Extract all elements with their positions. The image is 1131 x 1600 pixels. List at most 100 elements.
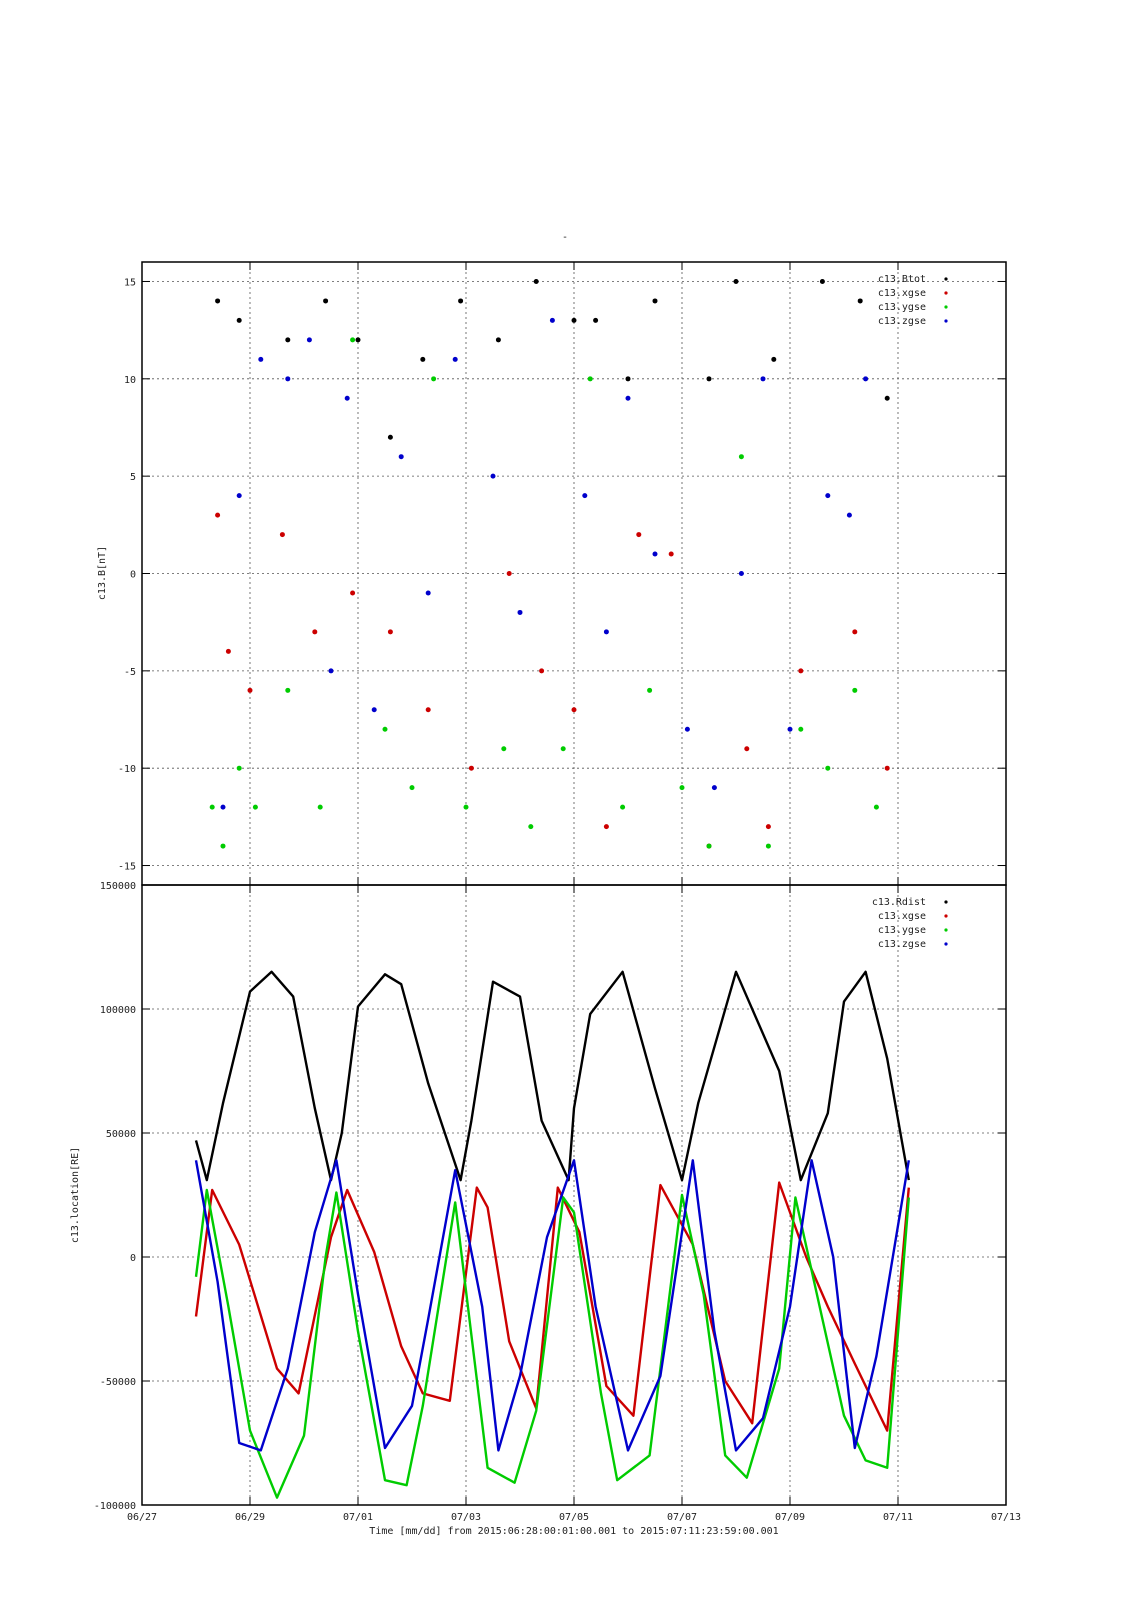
c13-xgse-point [852, 629, 858, 635]
c13-btot-point [733, 278, 739, 284]
c13-xgse-point [506, 571, 512, 576]
c13-ygse-point [236, 765, 242, 771]
c13-zgse-point [760, 376, 766, 382]
c13-zgse-point [738, 571, 744, 576]
c13-xgse-point [765, 824, 771, 830]
magnetic-field-grid [142, 262, 1006, 885]
y-tick-label: 0 [130, 1253, 136, 1264]
time-axis: 06/27 06/29 07/01 07/03 07/05 07/07 07/09 07/11… [127, 1512, 1021, 1523]
y-tick-label: 150000 [100, 881, 136, 892]
c13-ygse-point [252, 804, 258, 810]
c13-xgse-point [571, 707, 577, 713]
c13-ygse-point [220, 843, 226, 849]
c13-zgse-point [846, 512, 852, 518]
y-tick-label: -15 [118, 862, 136, 873]
c13-ygse-point [647, 687, 653, 693]
c13-btot-point [495, 337, 501, 343]
y-tick-label: 10 [124, 375, 136, 386]
legend-swatch [944, 291, 948, 295]
c13-zgse-point [452, 356, 458, 362]
c13-btot-point [593, 317, 599, 323]
legend-label: c13.ygse [878, 925, 926, 936]
c13-xgse-point [468, 765, 474, 771]
c13-zgse-point [825, 493, 831, 499]
c13-zgse-point [220, 804, 226, 810]
c13-zgse-point [652, 551, 658, 557]
legend-swatch [944, 305, 948, 309]
c13-zgse-line [194, 1159, 910, 1452]
legend-label: c13.zgse [878, 939, 926, 950]
y-tick-label: -100000 [94, 1501, 136, 1512]
c13-xgse-point [884, 765, 890, 771]
legend-swatch [944, 914, 948, 918]
location-ylabel: c13.location[RE] [70, 1147, 81, 1243]
c13-zgse-point [625, 395, 631, 401]
c13-xgse-point [387, 629, 393, 635]
c13-ygse-point [317, 804, 323, 810]
c13-ygse-point [620, 804, 626, 810]
magnetic-field-marks [209, 278, 890, 849]
x-tick-label: 07/03 [451, 1512, 481, 1523]
c13-ygse-point [852, 687, 858, 693]
c13-btot-point [215, 298, 221, 304]
c13-ygse-point [463, 804, 469, 810]
y-tick-label: 50000 [106, 1129, 136, 1140]
c13-zgse-point [517, 609, 523, 615]
location-panel: 150000 100000 50000 0 -50000 -100000 c13.loca… [70, 881, 1007, 1512]
c13-btot-point [771, 356, 777, 362]
c13-zgse-point [344, 395, 350, 401]
c13-ygse-point [798, 726, 804, 732]
c13-xgse-point [215, 512, 221, 518]
c13-ygse-point [409, 785, 415, 791]
c13-ygse-point [873, 804, 879, 810]
c13-xgse-point [425, 707, 431, 713]
c13-xgse-point [312, 629, 318, 635]
c13-zgse-point [285, 376, 291, 382]
c13-ygse-line [194, 1188, 910, 1499]
y-tick-label: 15 [124, 277, 136, 288]
c13-zgse-point [398, 454, 404, 460]
location-axes: 150000 100000 50000 0 -50000 -100000 [94, 881, 1007, 1512]
c13-btot-point [857, 298, 863, 304]
c13-btot-point [323, 298, 329, 304]
c13-zgse-point [582, 493, 588, 499]
c13-btot-point [355, 337, 361, 343]
c13-zgse-point [603, 629, 609, 635]
x-tick-label: 07/09 [775, 1512, 805, 1523]
legend-swatch [944, 277, 948, 281]
legend-label: c13.Rdist [872, 897, 926, 908]
c13-btot-point [533, 278, 539, 284]
c13-zgse-point [787, 726, 793, 732]
y-tick-label: 100000 [100, 1005, 136, 1016]
c13-ygse-point [560, 746, 566, 752]
c13-xgse-point [539, 668, 545, 674]
legend-swatch [944, 900, 948, 904]
c13-zgse-point [236, 493, 242, 499]
c13-zgse-point [490, 473, 496, 479]
x-tick-label: 07/11 [883, 1512, 913, 1523]
c13-btot-point [387, 434, 393, 440]
c13-zgse-point [258, 356, 264, 362]
y-tick-label: -5 [124, 667, 136, 678]
c13-btot-point [285, 337, 291, 343]
c13-ygse-point [431, 376, 437, 382]
y-tick-label: 5 [130, 472, 136, 483]
legend-swatch [944, 928, 948, 932]
figure-header: - [562, 232, 568, 243]
legend-swatch [944, 942, 948, 946]
magnetic-field-ylabel: c13.B[nT] [97, 546, 108, 600]
c13-zgse-point [711, 785, 717, 791]
c13-xgse-point [350, 590, 356, 596]
c13-btot-point [236, 317, 242, 323]
c13-btot-point [706, 376, 712, 382]
c13-btot-point [420, 356, 426, 362]
c13-ygse-point [679, 785, 685, 791]
c13-btot-point [458, 298, 464, 304]
legend-label: c13.xgse [878, 911, 926, 922]
c13-ygse-point [209, 804, 215, 810]
c13-btot-point [884, 395, 890, 401]
magnetic-field-axes: 15 10 5 0 -5 -10 -15 [118, 262, 1007, 885]
c13-zgse-point [863, 376, 869, 382]
